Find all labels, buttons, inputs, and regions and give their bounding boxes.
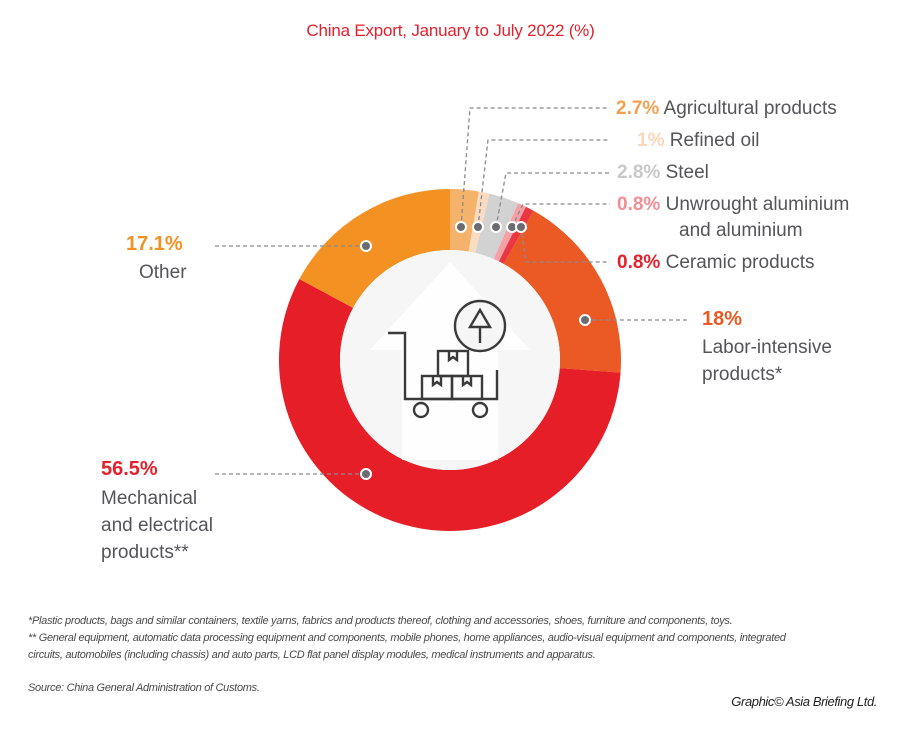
name-aluminium-line1: Unwrought aluminium: [665, 194, 850, 215]
marker-ceramic: [515, 221, 527, 233]
label-steel: 2.8% Steel: [617, 159, 709, 186]
label-agricultural: 2.7% Agricultural products: [616, 95, 837, 122]
marker-oil: [472, 221, 484, 233]
name-mech-line2: and electrical: [101, 515, 213, 536]
leader-lines: [212, 107, 690, 475]
marker-agri: [455, 221, 467, 233]
leader-ceramic: [520, 226, 610, 263]
footnote-3: circuits, automobiles (including chassis…: [28, 649, 596, 661]
name-labor-line2: products*: [702, 364, 783, 385]
pct-other: 17.1%: [126, 231, 183, 258]
name-refined-oil: Refined oil: [669, 130, 760, 151]
footnote-1: *Plastic products, bags and similar cont…: [28, 615, 733, 627]
cart-export-icon: [388, 299, 507, 419]
label-aluminium: 0.8% Unwrought aluminium: [617, 191, 849, 218]
slice-ceramic: [498, 206, 534, 265]
pct-labor-value: 18%: [702, 308, 743, 330]
name-agricultural: Agricultural products: [663, 98, 837, 119]
leader-aluminium: [511, 203, 610, 228]
slice-other: [299, 189, 450, 308]
label-ceramic: 0.8% Ceramic products: [617, 249, 814, 276]
marker-mech: [360, 468, 372, 480]
marker-other: [360, 240, 372, 252]
slice-mech: [279, 279, 621, 531]
chart-title: China Export, January to July 2022 (%): [306, 21, 595, 40]
slice-agri: [450, 189, 479, 252]
leader-agricultural: [460, 107, 610, 228]
marker-steel: [490, 221, 502, 233]
source-note: Source: China General Administration of …: [28, 682, 260, 694]
pct-steel: 2.8%: [617, 162, 661, 183]
footnote-2: ** General equipment, automatic data pro…: [28, 632, 786, 644]
label-aluminium-line2: and aluminium: [679, 220, 803, 241]
label-refined-oil: 1% Refined oil: [637, 127, 760, 154]
name-mech-line3: products**: [101, 542, 189, 563]
pct-agricultural: 2.7%: [616, 98, 660, 119]
slice-markers: [360, 221, 591, 480]
name-steel: Steel: [665, 162, 709, 183]
name-ceramic: Ceramic products: [665, 252, 815, 273]
pct-refined-oil: 1%: [637, 130, 665, 151]
name-mech-line1: Mechanical: [101, 488, 198, 509]
credit: Graphic© Asia Briefing Ltd.: [731, 694, 877, 709]
pct-aluminium: 0.8%: [617, 194, 661, 215]
pct-other-value: 17.1%: [126, 233, 183, 255]
pct-mech: 56.5%: [101, 456, 158, 483]
pct-mech-value: 56.5%: [101, 458, 158, 480]
name-other: Other: [139, 262, 187, 283]
leader-refined-oil: [477, 139, 610, 228]
marker-labor: [579, 314, 591, 326]
name-labor-line1: Labor-intensive: [702, 337, 832, 358]
pct-labor: 18%: [702, 306, 742, 333]
slice-labor: [503, 210, 621, 373]
pct-ceramic: 0.8%: [617, 252, 661, 273]
